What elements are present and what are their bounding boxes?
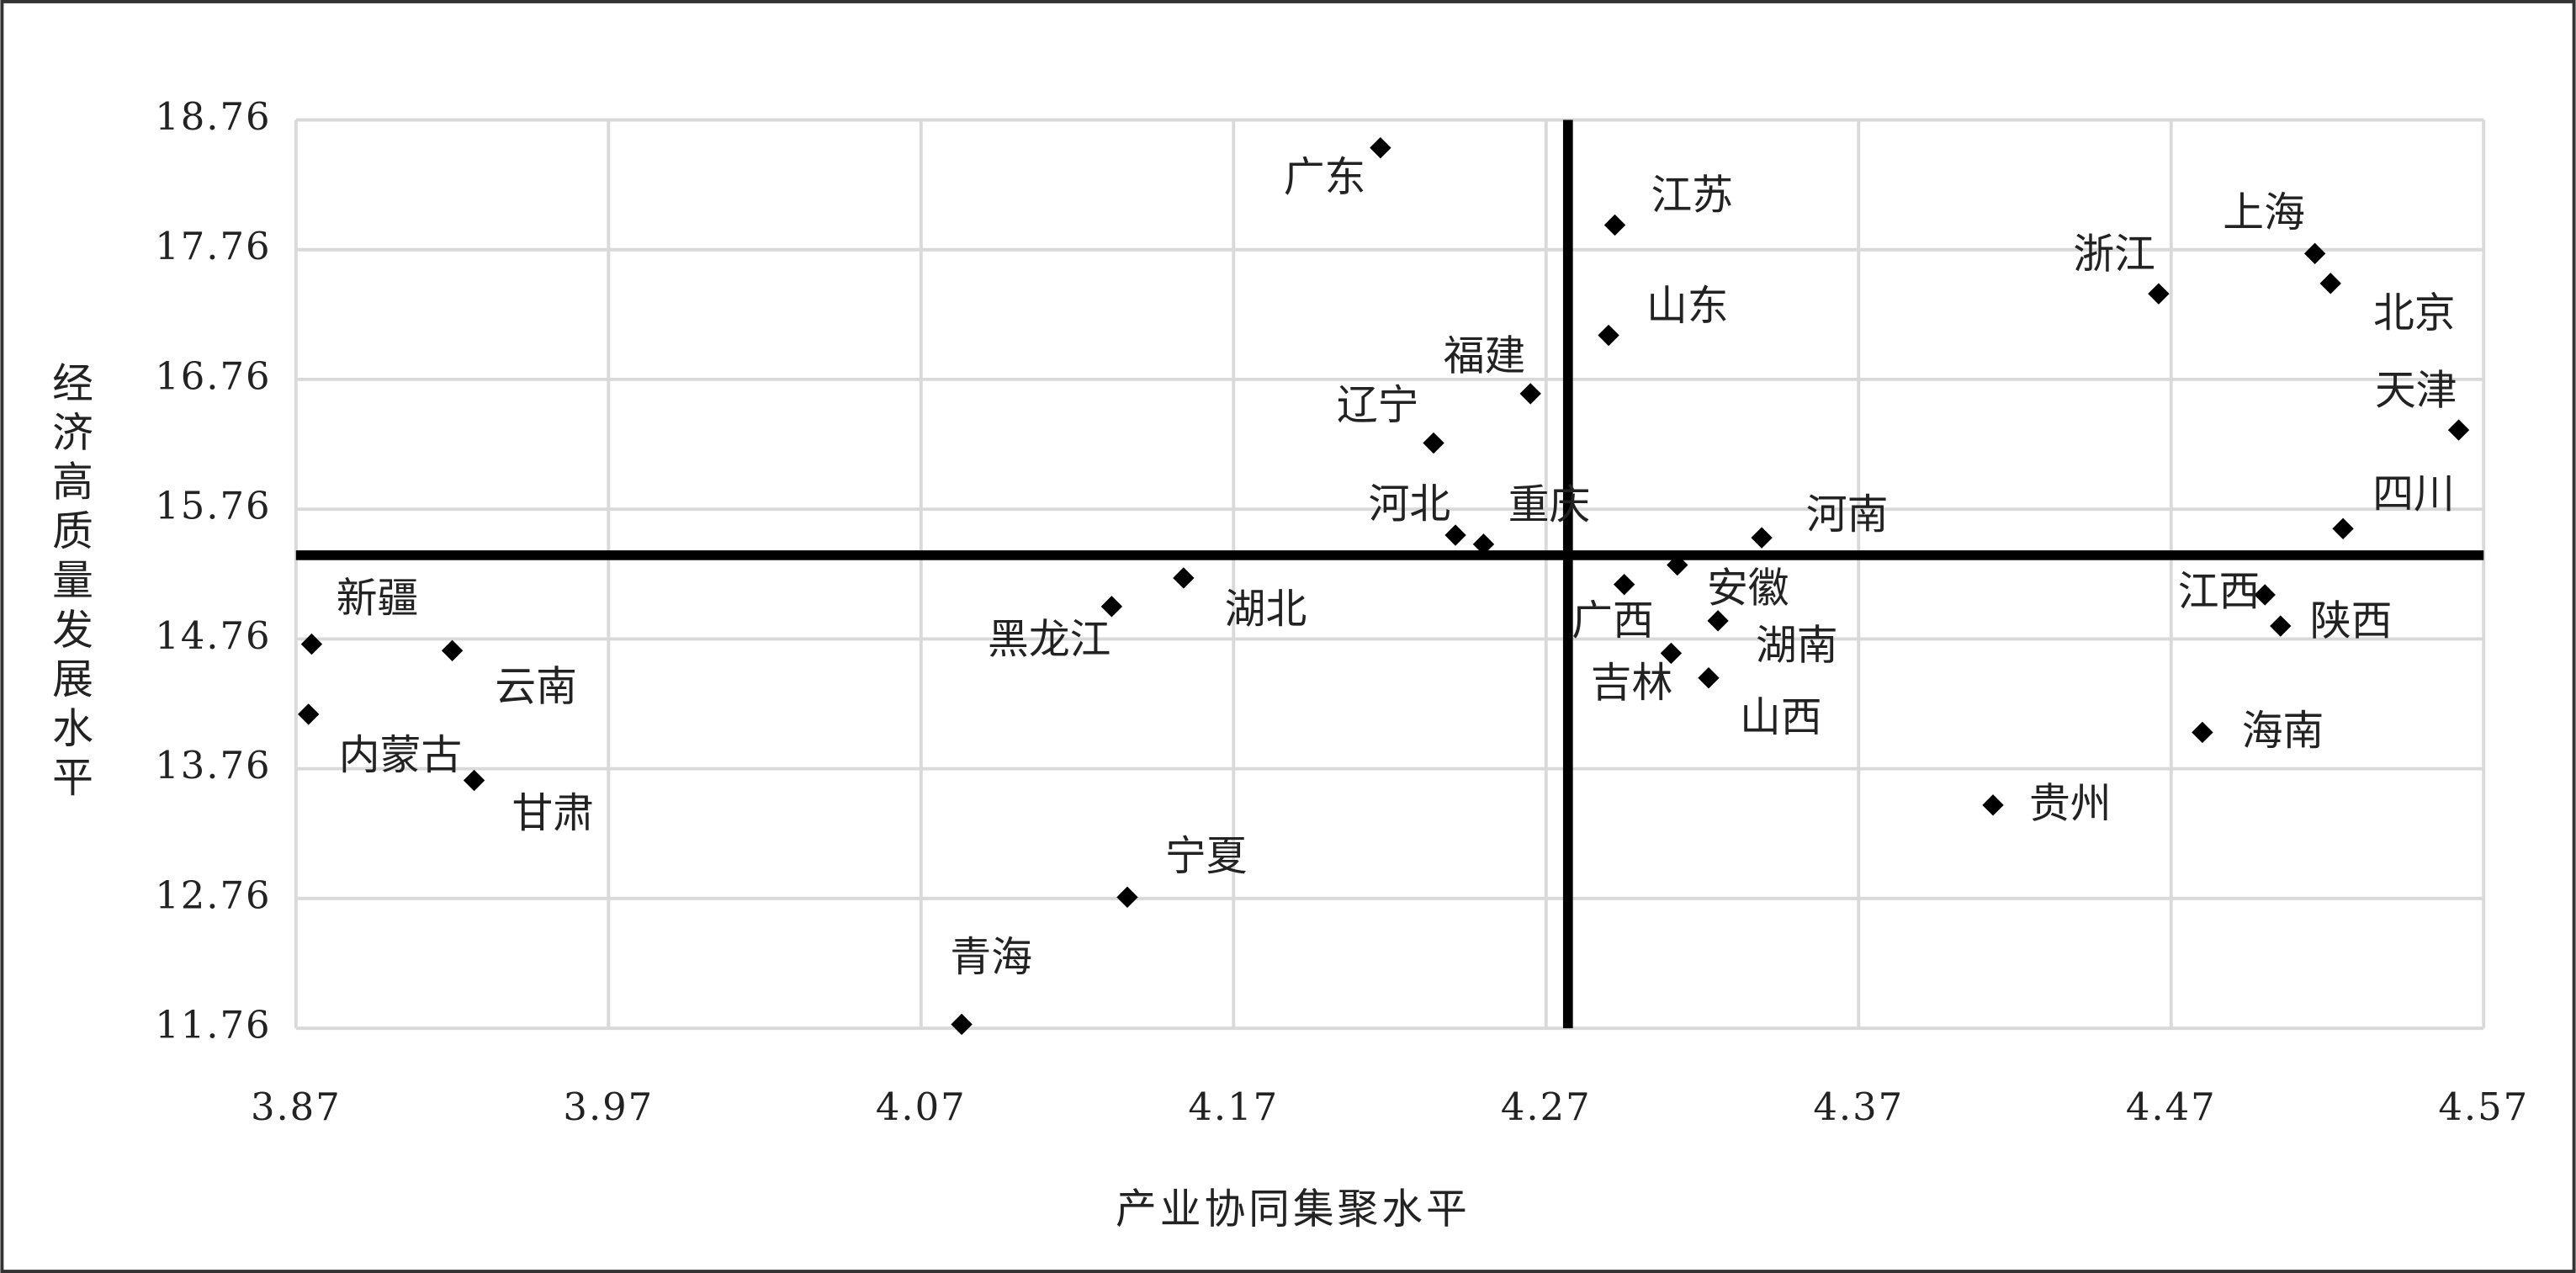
point-label: 重庆	[1508, 480, 1591, 528]
point-label: 河北	[1369, 480, 1451, 528]
point-label: 宁夏	[1165, 832, 1248, 880]
point-label: 四川	[2372, 470, 2455, 518]
point	[2319, 273, 2341, 294]
point-label: 山西	[1740, 693, 1822, 741]
y-axis-title: 经济高质量发展水平	[45, 362, 93, 805]
point	[463, 769, 485, 792]
point-label: 甘肃	[511, 789, 594, 837]
point	[441, 639, 464, 661]
point-label: 福建	[1444, 332, 1526, 379]
point	[1667, 554, 1688, 576]
point-label: 青海	[950, 933, 1032, 981]
point	[1982, 794, 2004, 816]
point-label: 吉林	[1591, 659, 1673, 707]
x-tick-label: 4.57	[2438, 1085, 2529, 1129]
point	[1444, 524, 1466, 546]
point	[1660, 642, 1683, 665]
y-tick-label: 13.76	[155, 743, 271, 788]
y-tick-label: 16.76	[155, 353, 271, 398]
point	[298, 703, 320, 725]
point-label: 广东	[1284, 153, 1366, 201]
point-label: 天津	[2375, 367, 2457, 415]
point	[1100, 596, 1123, 618]
x-axis-title: 产业协同集聚水平	[1116, 1185, 1471, 1233]
x-tick-label: 3.97	[563, 1085, 654, 1129]
point-label: 内蒙古	[339, 731, 462, 779]
point-label: 云南	[495, 663, 577, 711]
point	[1598, 324, 1619, 347]
point-label: 新疆	[337, 574, 419, 622]
point-label: 山东	[1646, 282, 1729, 330]
point	[1603, 214, 1626, 236]
point-label: 海南	[2242, 707, 2324, 755]
point	[1116, 886, 1138, 909]
point-label: 湖北	[1225, 585, 1307, 633]
point	[1423, 432, 1444, 454]
point	[2447, 419, 2470, 441]
point-label: 北京	[2373, 289, 2456, 337]
x-tick-label: 4.47	[2126, 1085, 2217, 1129]
point-label: 江西	[2178, 567, 2261, 615]
x-tick-label: 3.87	[251, 1085, 342, 1129]
point	[2303, 242, 2326, 265]
point	[1472, 533, 1495, 555]
point-label: 江苏	[1651, 172, 1733, 220]
point	[1613, 573, 1635, 596]
point-label: 湖南	[1756, 622, 1838, 670]
y-tick-label: 11.76	[155, 1003, 271, 1048]
point-label: 辽宁	[1337, 381, 1419, 429]
point	[1173, 567, 1195, 589]
point-label: 河南	[1806, 491, 1889, 538]
y-tick-label: 17.76	[155, 224, 271, 268]
point	[1370, 136, 1391, 159]
y-tick-label: 18.76	[155, 94, 271, 139]
point-label: 黑龙江	[988, 615, 1110, 663]
point-label: 上海	[2223, 188, 2305, 236]
point	[1698, 667, 1720, 689]
y-tick-label: 12.76	[155, 873, 271, 917]
point	[951, 1013, 973, 1036]
point	[1519, 383, 1541, 405]
point-label: 贵州	[2029, 779, 2112, 827]
y-tick-label: 14.76	[155, 613, 271, 658]
y-tick-label: 15.76	[155, 484, 271, 528]
point-label: 安徽	[1707, 564, 1789, 612]
point-label: 陕西	[2310, 597, 2393, 645]
x-tick-label: 4.07	[876, 1085, 967, 1129]
x-tick-label: 4.27	[1501, 1085, 1592, 1129]
x-tick-label: 4.17	[1188, 1085, 1279, 1129]
point-label: 浙江	[2073, 231, 2155, 278]
point	[300, 633, 323, 655]
point-label: 广西	[1572, 597, 1654, 644]
x-tick-label: 4.37	[1813, 1085, 1904, 1129]
point	[2254, 584, 2276, 606]
